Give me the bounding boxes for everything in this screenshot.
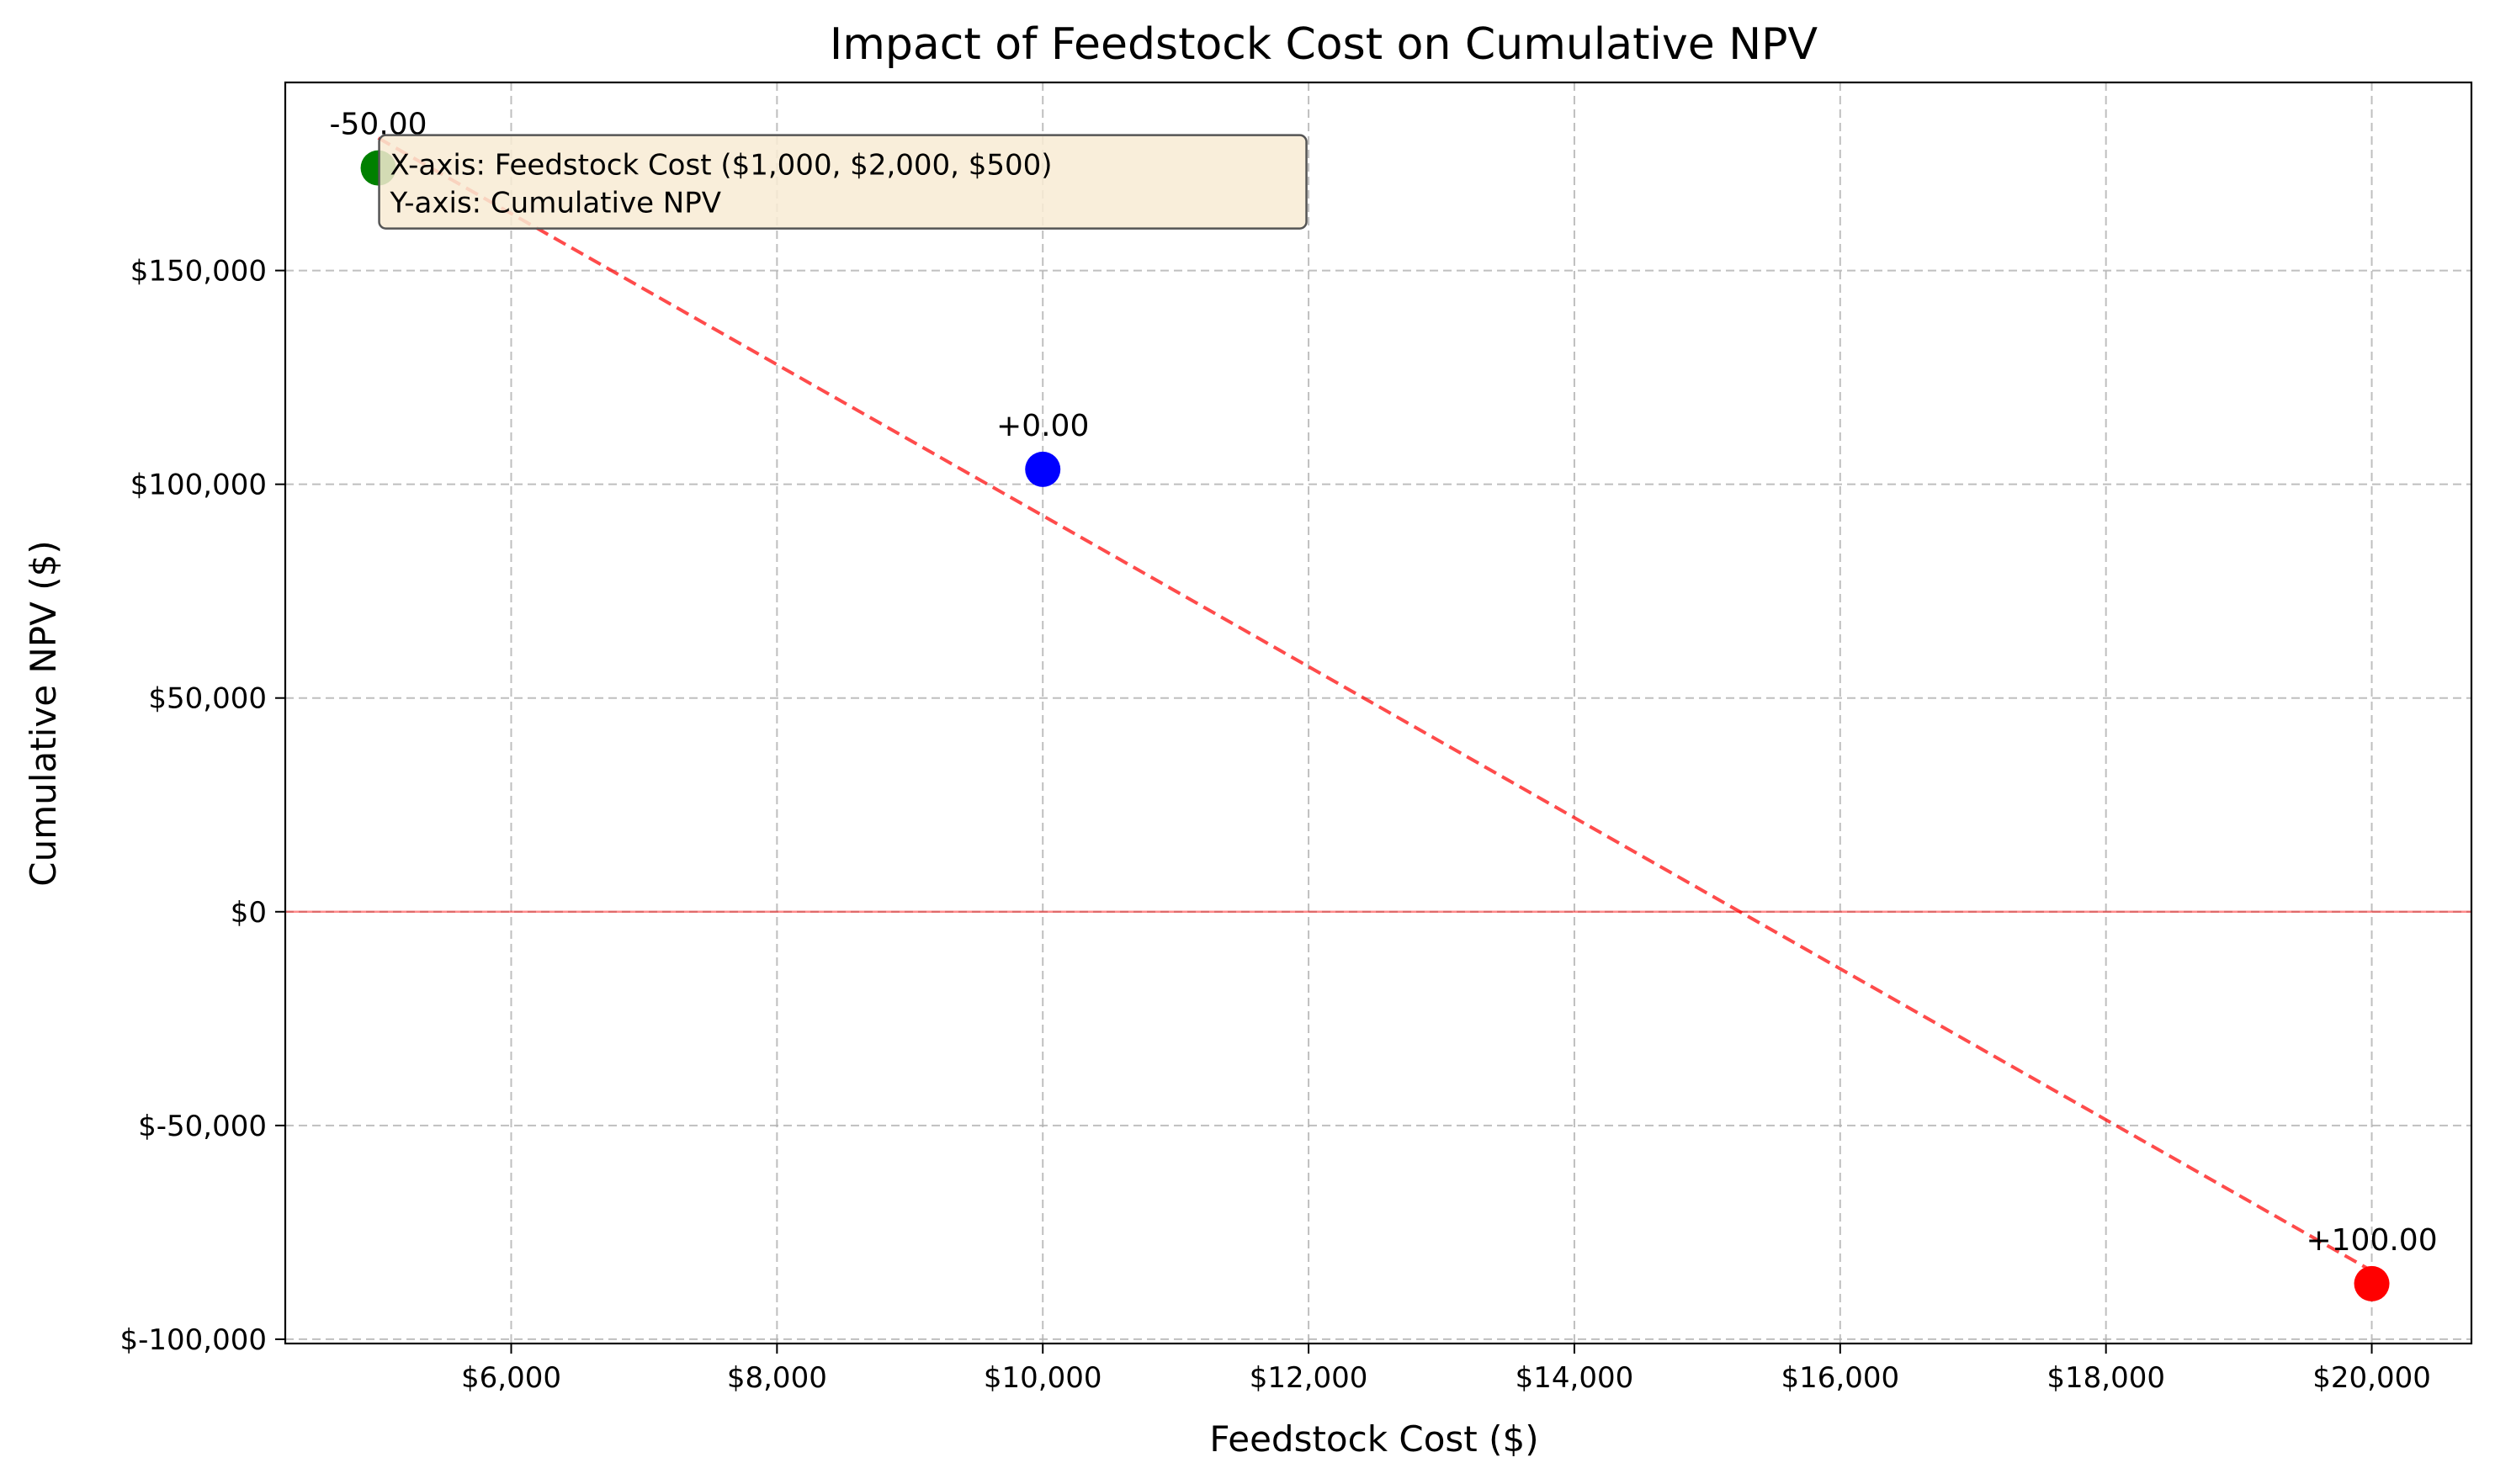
data-point (1025, 451, 1061, 487)
y-tick-label: $0 (231, 896, 267, 930)
data-point-label: +0.00 (996, 409, 1089, 443)
y-axis-label: Cumulative NPV ($) (23, 540, 64, 886)
x-tick-label: $8,000 (727, 1361, 827, 1395)
grid-lines (285, 82, 2471, 1344)
x-tick-label: $12,000 (1250, 1361, 1368, 1395)
x-axis-ticks: $6,000 $8,000 $10,000 $12,000 $14,000 $16,000… (461, 1344, 2431, 1395)
x-tick-label: $20,000 (2312, 1361, 2431, 1395)
annotation-box: X-axis: Feedstock Cost ($1,000, $2,000, … (378, 134, 1308, 230)
x-tick-label: $16,000 (1781, 1361, 1900, 1395)
y-tick-label: $100,000 (130, 469, 267, 502)
annotation-line-x: X-axis: Feedstock Cost ($1,000, $2,000, … (390, 149, 1053, 183)
y-tick-label: $-100,000 (120, 1323, 268, 1357)
data-point-label: +100.00 (2306, 1223, 2437, 1258)
x-tick-label: $18,000 (2046, 1361, 2165, 1395)
trend-line (377, 136, 2373, 1273)
y-tick-label: $150,000 (130, 255, 267, 289)
data-point (2354, 1265, 2390, 1301)
data-labels: -50.00+0.00+100.00 (330, 108, 2438, 1258)
annotation-box-background (378, 134, 1308, 230)
x-axis-label: Feedstock Cost ($) (1209, 1418, 1538, 1460)
y-tick-label: $-50,000 (138, 1110, 267, 1143)
x-tick-label: $6,000 (461, 1361, 561, 1395)
x-tick-label: $10,000 (984, 1361, 1102, 1395)
trend-line-group (377, 136, 2373, 1273)
x-tick-label: $14,000 (1516, 1361, 1634, 1395)
y-tick-label: $50,000 (148, 682, 267, 716)
y-axis-ticks: $-100,000 $-50,000 $0 $50,000 $100,000 $150,0… (120, 255, 285, 1357)
annotation-line-y: Y-axis: Cumulative NPV (390, 187, 721, 220)
chart-title: Impact of Feedstock Cost on Cumulative N… (830, 19, 1818, 70)
plot-frame (284, 81, 2473, 1345)
data-points (360, 150, 2390, 1301)
